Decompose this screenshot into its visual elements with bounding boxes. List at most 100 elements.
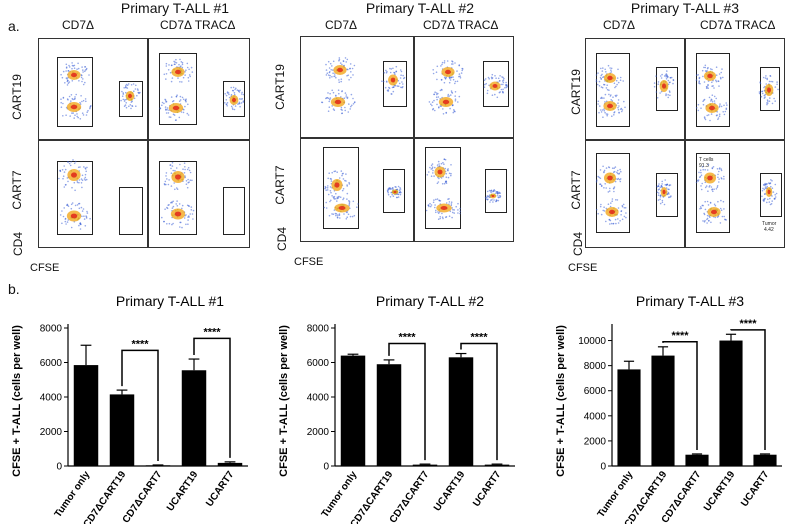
x-tick-label: UCART19 [702,469,738,513]
density-peak [707,73,713,79]
event-dot [236,89,239,91]
event-dot [125,85,127,87]
event-dot [669,196,672,198]
event-dot [710,113,713,115]
gate [119,81,143,117]
gate [425,147,461,229]
event-dot [764,193,766,195]
event-dot [238,91,241,93]
event-dot [726,104,728,106]
event-dot [126,87,129,89]
event-dot [174,61,176,63]
event-dot [608,218,611,221]
event-dot [167,112,170,114]
event-dot [326,187,329,189]
event-dot [667,79,670,82]
flow3-cond-cd7trac: CD7Δ TRACΔ [700,18,776,32]
event-dot [392,90,395,93]
density-peak [491,194,495,198]
event-dot [394,186,397,188]
event-dot [172,169,174,172]
event-dot [399,191,401,194]
event-dot [703,81,706,83]
flow1-plot-cart7-cd7trac [148,140,250,248]
event-dot [184,175,186,177]
event-dot [66,221,69,223]
event-dot [402,86,404,88]
event-dot [613,190,615,193]
y-axis-label: CFSE + T-ALL (cells per well) [555,325,567,477]
event-dot [83,178,86,180]
event-dot [451,207,454,209]
event-dot [347,74,350,76]
event-dot [58,177,60,180]
event-dot [60,98,62,100]
event-dot [62,97,65,99]
event-dot [600,185,603,187]
event-dot [325,201,328,204]
event-dot [387,191,390,194]
event-dot [700,185,702,187]
bar [651,355,675,466]
event-dot [714,204,717,207]
event-dot [188,205,190,207]
event-dot [325,63,327,66]
event-dot [450,201,453,203]
event-dot [598,111,600,114]
event-dot [329,177,332,180]
event-dot [707,87,709,89]
event-dot [84,168,87,170]
event-dot [653,85,656,88]
event-dot [61,169,64,171]
event-dot [185,223,187,226]
event-dot [435,209,437,212]
event-dot [699,206,702,208]
event-dot [71,67,73,70]
y-axis-label: CFSE + T-ALL (cells per well) [11,325,23,477]
event-dot [448,201,451,203]
flow1-x-axis-label: CFSE [30,262,60,274]
event-dot [706,214,709,217]
event-dot [67,205,70,207]
event-dot [61,76,64,79]
event-dot [81,215,83,218]
event-dot [762,187,764,190]
event-dot [345,61,348,63]
event-dot [338,81,341,83]
event-dot [704,118,707,121]
event-dot [723,113,726,116]
event-dot [598,80,601,83]
event-dot [63,207,65,209]
event-dot [382,80,385,83]
significance-label: **** [203,326,221,338]
event-dot [611,167,614,169]
event-dot [770,185,772,188]
event-dot [166,207,169,210]
event-dot [342,188,345,190]
bar [181,370,207,466]
event-dot [707,114,710,116]
event-dot [67,180,69,183]
event-dot [329,190,332,192]
event-dot [433,175,435,177]
event-dot [124,99,126,101]
event-dot [432,201,435,204]
event-dot [704,169,706,171]
event-dot [402,83,404,85]
event-dot [189,179,192,181]
event-dot [68,66,71,68]
event-dot [84,173,87,176]
flow1-cond-cd7: CD7Δ [62,18,95,32]
event-dot [330,180,333,182]
event-dot [389,187,392,189]
event-dot [502,88,504,91]
event-dot [617,222,620,224]
significance-label: **** [470,332,488,344]
event-dot [448,81,451,84]
event-dot [175,187,178,189]
event-dot [397,85,400,87]
event-dot [708,96,711,99]
event-dot [186,186,189,189]
event-dot [603,108,605,110]
event-dot [348,200,351,203]
